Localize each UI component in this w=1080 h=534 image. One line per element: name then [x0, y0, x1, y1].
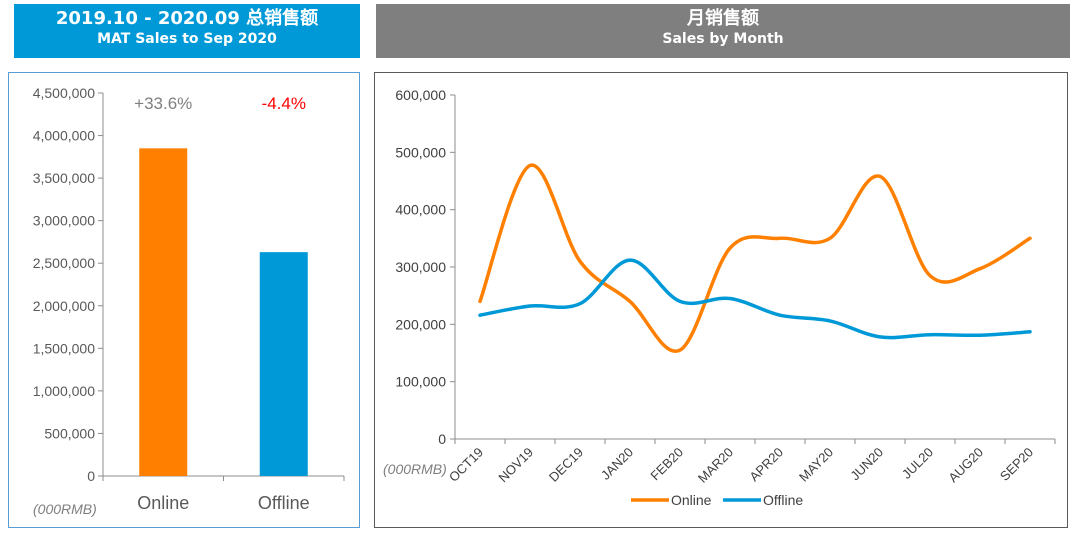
y-tick-label: 100,000 — [395, 374, 446, 390]
y-tick-label: 200,000 — [395, 316, 446, 332]
mat-bar-chart-panel: 0 500,000 1,000,000 1,500,000 2,000,000 2,500… — [8, 72, 360, 528]
bar-offline — [259, 252, 308, 476]
monthly-sales-header: 月销售额 Sales by Month — [376, 4, 1070, 58]
y-tick-label: 3,500,000 — [33, 170, 95, 186]
mat-sales-title: 2019.10 - 2020.09 总销售额 — [55, 8, 319, 29]
monthly-sales-title: 月销售额 — [687, 8, 759, 29]
x-tick-label: OCT19 — [446, 445, 486, 485]
x-tick-label: FEB20 — [647, 445, 686, 484]
growth-label-online: +33.6% — [134, 94, 192, 113]
mat-sales-subtitle: MAT Sales to Sep 2020 — [97, 31, 277, 47]
series-line-offline — [478, 258, 1032, 340]
y-tick-label: 0 — [87, 468, 95, 484]
unit-label: (000RMB) — [33, 501, 97, 517]
y-tick-label: 500,000 — [44, 425, 95, 441]
y-tick-label: 2,500,000 — [33, 255, 95, 271]
y-tick-label: 1,000,000 — [33, 383, 95, 399]
x-tick-label: JUL20 — [899, 445, 936, 482]
y-tick-label: 400,000 — [395, 202, 446, 218]
y-tick-label: 300,000 — [395, 259, 446, 275]
y-tick-label: 2,000,000 — [33, 298, 95, 314]
y-tick-label: 4,500,000 — [33, 85, 95, 101]
x-tick-label: NOV19 — [495, 445, 536, 486]
legend-label-online: Online — [671, 492, 712, 508]
x-tick-label: JAN20 — [598, 445, 636, 483]
x-tick-label: MAY20 — [796, 445, 836, 485]
y-tick-label: 3,000,000 — [33, 213, 95, 229]
y-tick-label: 0 — [438, 431, 446, 447]
y-tick-label: 4,000,000 — [33, 128, 95, 144]
y-tick-label: 500,000 — [395, 144, 446, 160]
bar-online — [139, 148, 188, 477]
growth-label-offline: -4.4% — [262, 94, 306, 113]
x-category-label: Online — [137, 493, 189, 513]
y-tick-label: 1,500,000 — [33, 340, 95, 356]
x-tick-label: MAR20 — [695, 445, 736, 486]
x-category-label: Offline — [258, 493, 310, 513]
monthly-sales-subtitle: Sales by Month — [662, 31, 784, 47]
legend-label-offline: Offline — [763, 492, 803, 508]
unit-label: (000RMB) — [383, 461, 447, 477]
x-tick-label: APR20 — [746, 445, 786, 485]
x-tick-label: DEC19 — [546, 445, 586, 485]
series-line-online — [478, 163, 1032, 354]
mat-bar-chart: 0 500,000 1,000,000 1,500,000 2,000,000 2,500… — [33, 85, 345, 517]
mat-sales-header: 2019.10 - 2020.09 总销售额 MAT Sales to Sep … — [14, 4, 360, 58]
y-tick-label: 600,000 — [395, 87, 446, 103]
x-tick-label: SEP20 — [997, 445, 1036, 484]
x-tick-label: JUN20 — [847, 445, 886, 484]
monthly-line-chart-panel: 0 100,000 200,000 300,000 400,000 500,000 600,… — [374, 72, 1068, 528]
monthly-line-chart: 0 100,000 200,000 300,000 400,000 500,000 600,… — [383, 87, 1056, 508]
x-tick-label: AUG20 — [945, 445, 986, 486]
